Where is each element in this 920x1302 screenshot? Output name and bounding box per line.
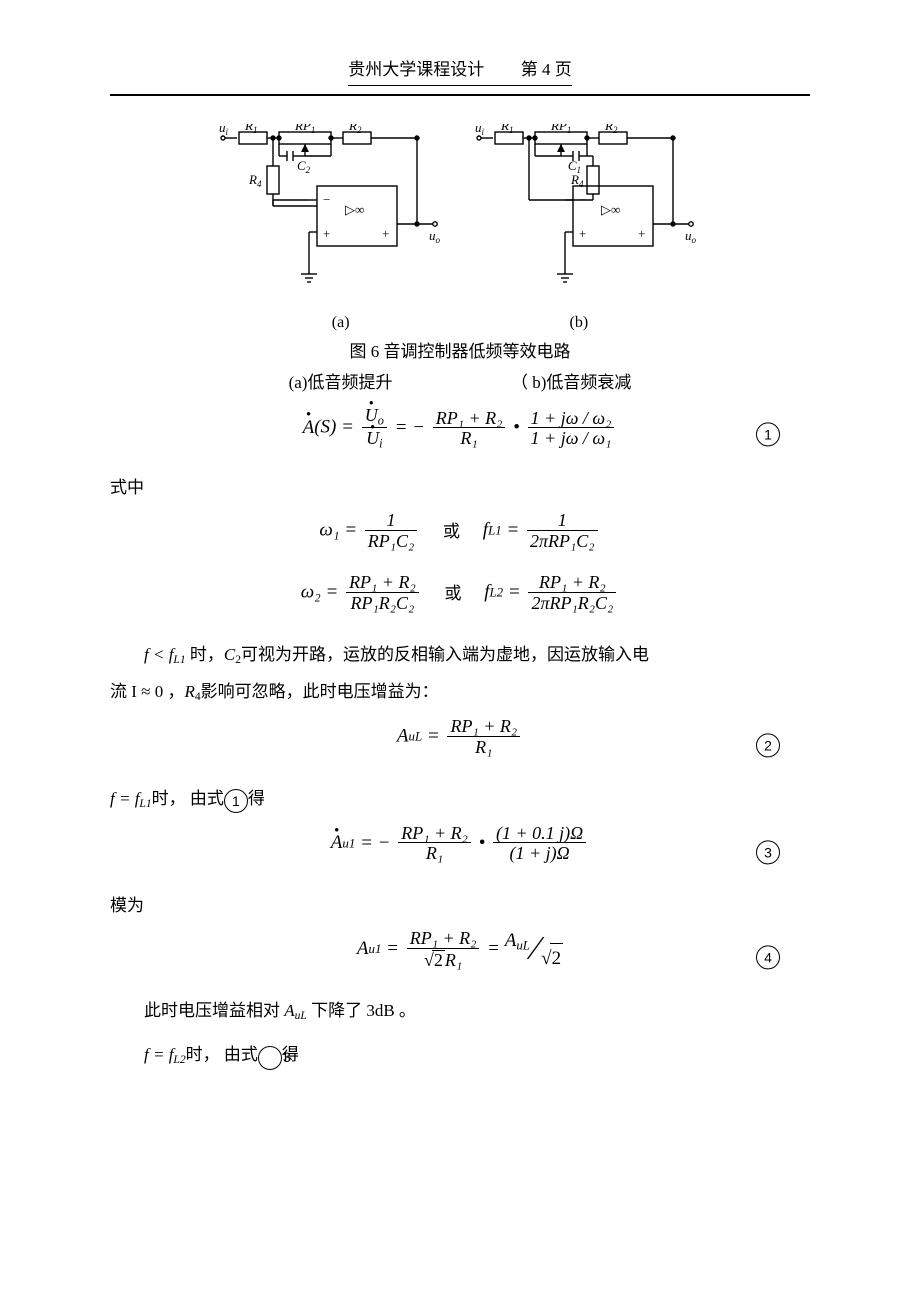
text-shizhong: 式中	[110, 474, 810, 501]
eq-number-1: 1	[756, 418, 780, 447]
svg-text:R4: R4	[248, 172, 262, 189]
svg-text:R1: R1	[244, 124, 257, 135]
figure-subcaption: (a)低音频提升 （ b)低音频衰减	[110, 369, 810, 396]
paragraph-1: f < fL1 时，C2可视为开路，运放的反相输入端为虚地，因运放输入电	[110, 641, 810, 670]
eq-number-4: 4	[756, 940, 780, 969]
def-omega1: ω₁ = 1RP₁C₂ 或 fL1 = 12πRP₁C₂	[110, 511, 810, 563]
header-left: 贵州大学课程设计	[348, 60, 484, 79]
page-header: 贵州大学课程设计 第 4 页	[110, 56, 810, 86]
svg-text:uo: uo	[429, 228, 441, 245]
svg-text:R1: R1	[500, 124, 513, 135]
svg-text:▷∞: ▷∞	[601, 202, 620, 217]
svg-text:+: +	[382, 226, 389, 241]
paragraph-3: 此时电压增益相对 AuL 下降了 3dB 。	[110, 997, 810, 1026]
fig-label-a: (a)	[332, 310, 350, 336]
eq-number-3: 3	[756, 835, 780, 864]
line-fL1: f = fL1时， 由式1得	[110, 785, 810, 814]
circuit-a: ui R1 RP1 R2 C2 R4 − + ▷∞ + uo	[217, 124, 447, 304]
svg-text:C2: C2	[297, 158, 311, 175]
page: 贵州大学课程设计 第 4 页	[0, 0, 920, 1302]
svg-text:+: +	[579, 226, 586, 241]
equation-2: AuL = RP₁ + R₂R₁ 2	[110, 717, 810, 769]
header-right: 第 4 页	[521, 60, 572, 79]
svg-text:R2: R2	[348, 124, 362, 135]
svg-text:RP1: RP1	[294, 124, 315, 135]
equation-1: A(S) = Uo Ui = − RP₁ + R₂ R₁ • 1 + jω / …	[110, 406, 810, 458]
svg-text:RP1: RP1	[550, 124, 571, 135]
svg-text:R4: R4	[570, 172, 584, 189]
text-mowei: 模为	[110, 892, 810, 919]
circuit-b: ui R1 RP1 R2 C1 R4 − + ▷∞ + uo	[473, 124, 703, 304]
def-omega2: ω₂ = RP₁ + R₂RP₁R₂C₂ 或 fL2 = RP₁ + R₂2πR…	[110, 573, 810, 625]
svg-text:+: +	[638, 226, 645, 241]
svg-text:uo: uo	[685, 228, 697, 245]
paragraph-2: 流 I ≈ 0 ，R4影响可忽略，此时电压增益为：	[110, 678, 810, 707]
figure-row: ui R1 RP1 R2 C2 R4 − + ▷∞ + uo	[110, 124, 810, 304]
svg-text:+: +	[323, 226, 330, 241]
line-fL2: f = fL2时， 由式3得	[110, 1041, 810, 1070]
eq-number-2: 2	[756, 728, 780, 757]
svg-text:−: −	[579, 192, 586, 207]
figure-caption: 图 6 音调控制器低频等效电路	[110, 338, 810, 365]
svg-text:R2: R2	[604, 124, 618, 135]
fig-label-b: (b)	[570, 310, 589, 336]
equation-3: Au1 = − RP₁ + R₂R₁ • (1 + 0.1 j)Ω(1 + j)…	[110, 824, 810, 876]
figure-sublabels: (a) (b)	[110, 310, 810, 336]
svg-text:ui: ui	[475, 124, 485, 137]
header-rule	[110, 94, 810, 96]
equation-4: Au1 = RP₁ + R₂ 2R₁ = AuL ⁄ 2 4	[110, 929, 810, 981]
svg-text:ui: ui	[219, 124, 229, 137]
svg-text:−: −	[323, 192, 330, 207]
svg-text:▷∞: ▷∞	[345, 202, 364, 217]
